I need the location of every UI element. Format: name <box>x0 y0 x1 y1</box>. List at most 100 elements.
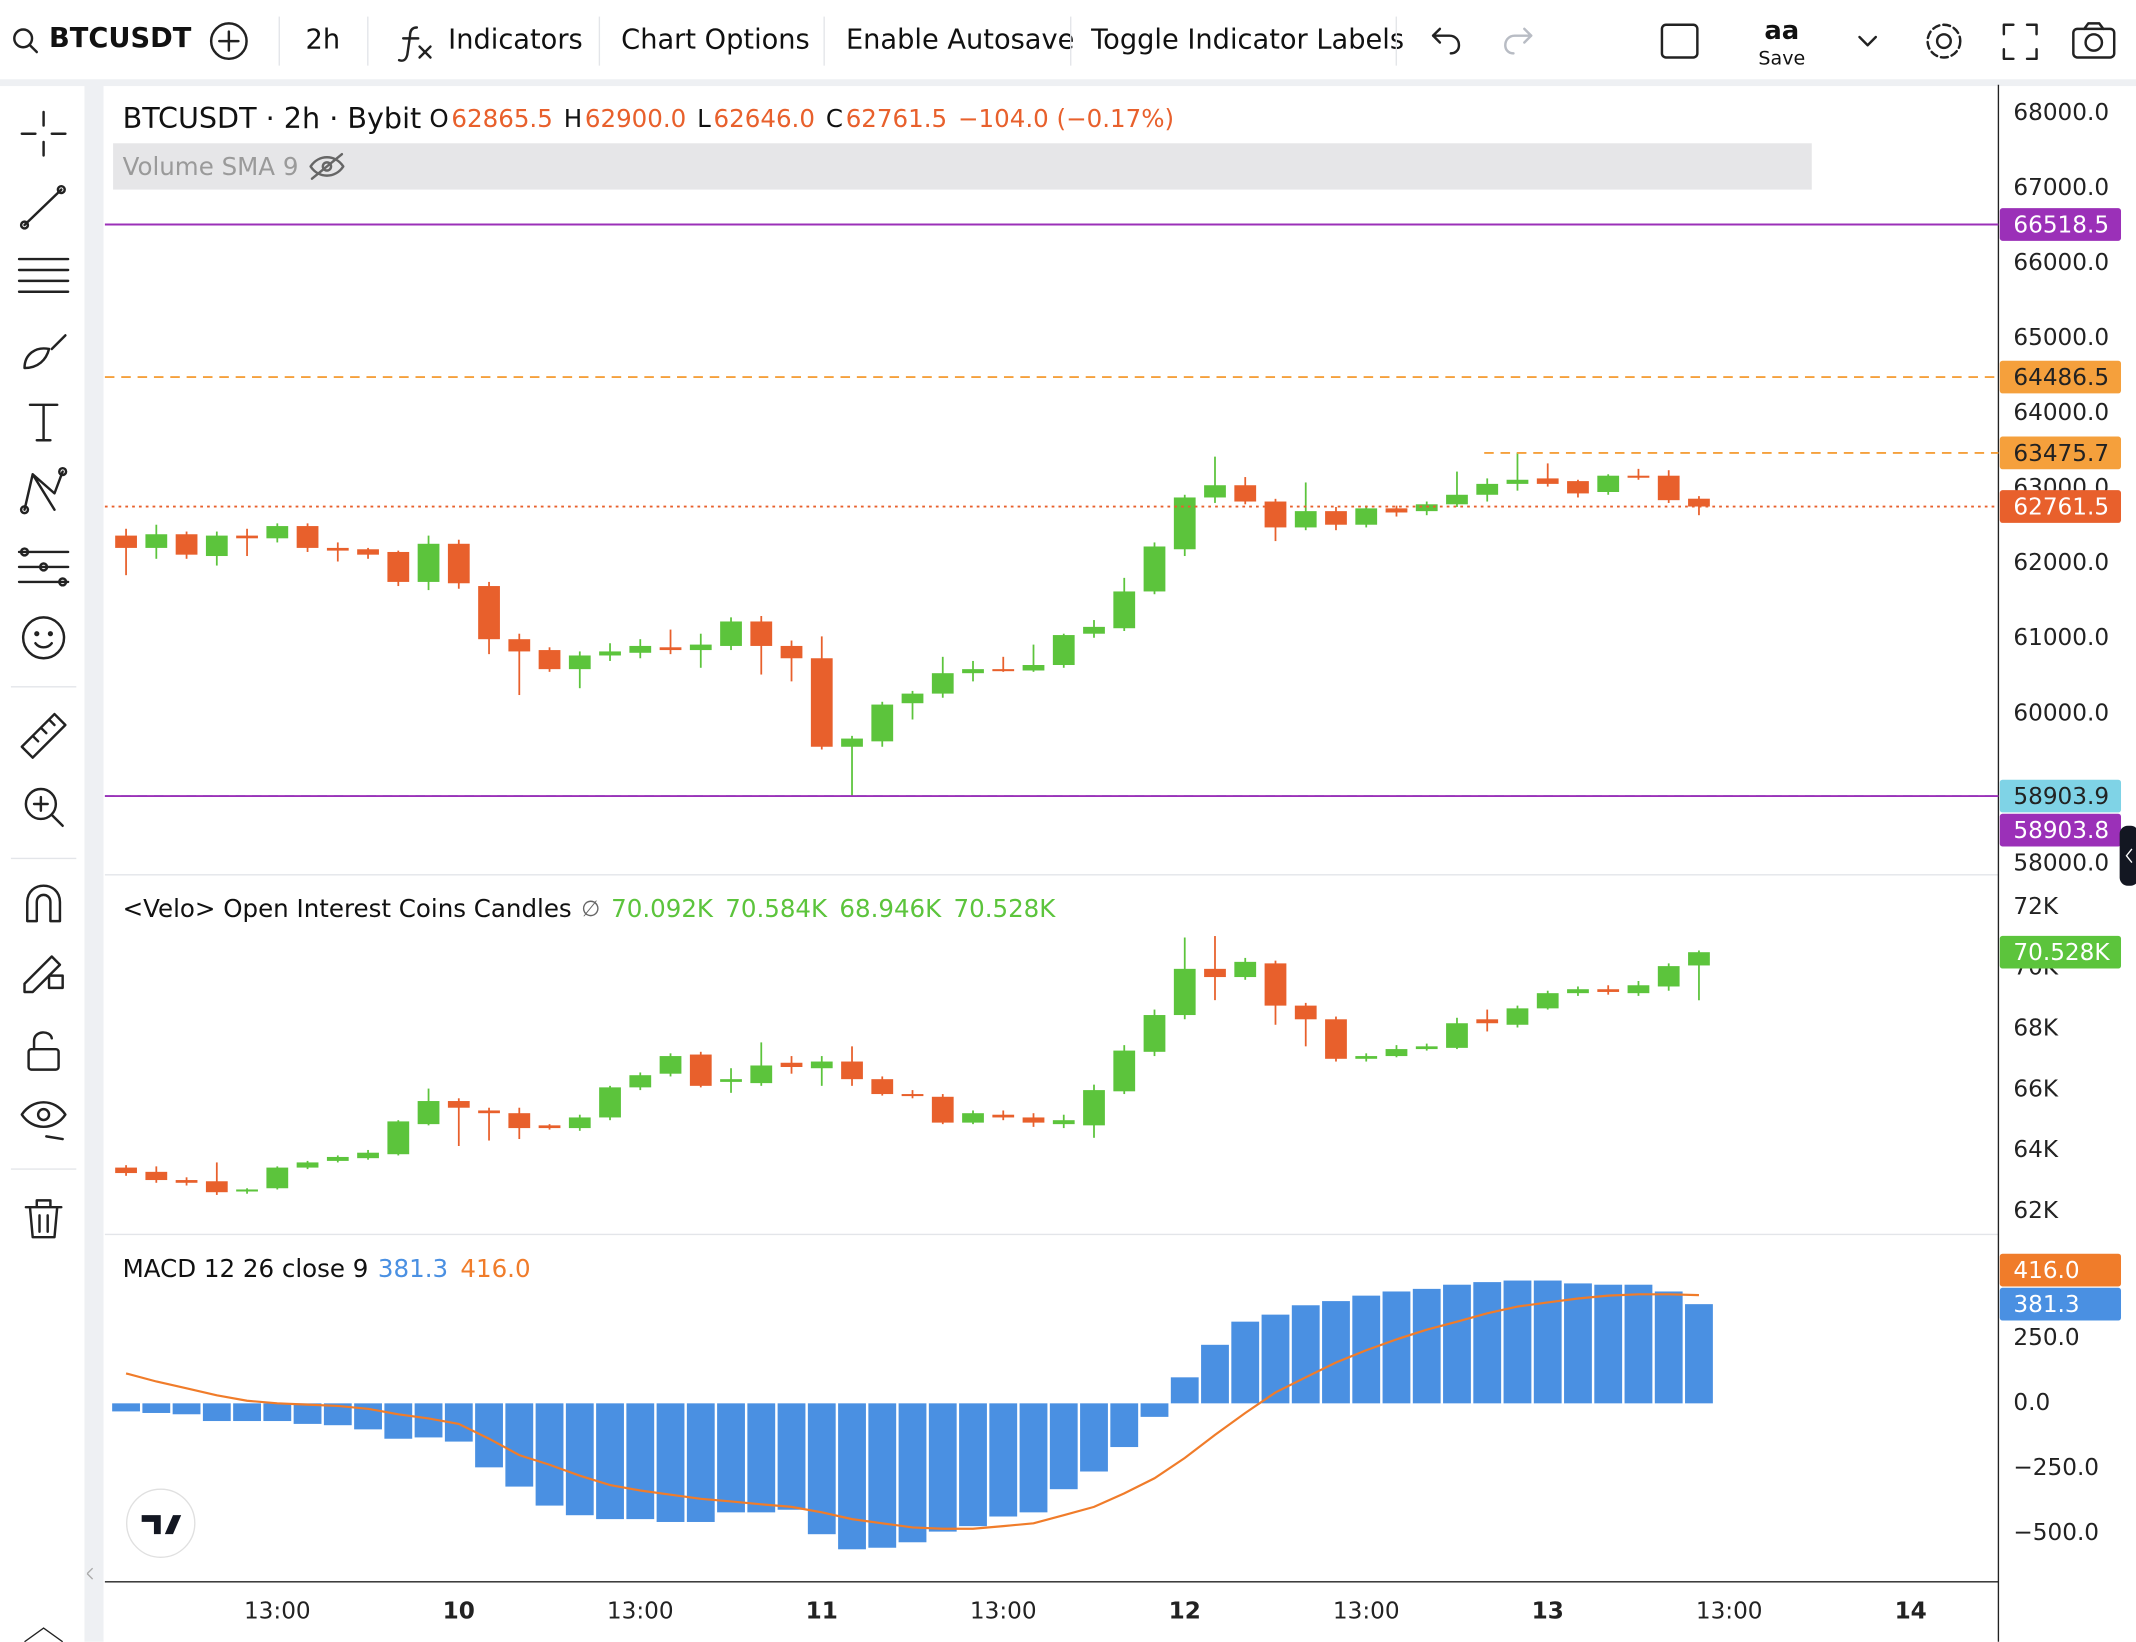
candle-body <box>508 1113 531 1129</box>
collapse-left[interactable] <box>86 1567 94 1580</box>
text-tool[interactable] <box>28 403 59 442</box>
zoom-tool[interactable] <box>50 813 64 827</box>
search-icon[interactable] <box>13 28 39 54</box>
delete-tool[interactable] <box>24 1199 63 1239</box>
redo[interactable] <box>1504 34 1533 55</box>
add-symbol[interactable] <box>209 22 248 61</box>
lines-tool[interactable] <box>17 257 70 293</box>
zoom-tool[interactable] <box>24 787 58 821</box>
trendline-tool[interactable] <box>23 188 63 227</box>
redo[interactable] <box>1523 27 1533 44</box>
measure-tool[interactable] <box>20 712 67 759</box>
layout-icon[interactable] <box>1660 23 1699 59</box>
visibility-tool[interactable] <box>20 1101 67 1141</box>
crosshair-tool[interactable] <box>20 110 67 157</box>
lock-drawing-tool[interactable] <box>23 955 62 994</box>
y-tick-label: 66000.0 <box>2013 250 2109 276</box>
candle-body <box>115 535 137 548</box>
scroll-up[interactable] <box>24 1627 64 1642</box>
emoji-tool[interactable] <box>21 616 66 660</box>
hide-volume[interactable] <box>310 152 344 180</box>
trendline-tool[interactable] <box>56 184 66 195</box>
undo[interactable] <box>1431 34 1461 55</box>
delete-tool[interactable] <box>24 1199 63 1239</box>
hide-volume[interactable] <box>321 161 333 172</box>
magnet-tool[interactable] <box>26 884 62 923</box>
emoji-tool[interactable] <box>21 616 66 660</box>
save-button[interactable]: Save <box>1758 47 1805 69</box>
candle-body <box>205 535 228 557</box>
prediction-tool[interactable] <box>38 562 49 572</box>
histogram-bar <box>656 1403 685 1522</box>
tradingview-logo[interactable] <box>126 1488 196 1558</box>
autosave-button[interactable]: Enable Autosave <box>846 25 1074 56</box>
tradingview-logo[interactable] <box>141 1515 182 1535</box>
brush-tool[interactable] <box>23 334 67 370</box>
collapse-handle[interactable] <box>2119 825 2136 886</box>
candle-body <box>992 669 1015 672</box>
crosshair-tool[interactable] <box>20 110 67 157</box>
y-tick-label: 64000.0 <box>2013 400 2109 426</box>
fx-icon[interactable] <box>418 45 432 59</box>
redo[interactable] <box>1504 27 1533 55</box>
undo[interactable] <box>1431 27 1461 55</box>
brush-tool[interactable] <box>23 334 67 370</box>
indicators-button[interactable]: Indicators <box>448 25 583 56</box>
add-symbol[interactable] <box>209 22 248 61</box>
emoji-tool[interactable] <box>47 631 53 637</box>
screenshot[interactable] <box>2072 22 2116 59</box>
screenshot[interactable] <box>2083 22 2105 31</box>
pattern-tool[interactable] <box>23 470 64 511</box>
layout-menu[interactable] <box>1858 35 1878 47</box>
prediction-tool[interactable] <box>17 547 70 587</box>
pattern-tool[interactable] <box>58 466 68 477</box>
hide-volume[interactable] <box>309 152 345 180</box>
visibility-tool[interactable] <box>20 1101 67 1129</box>
fullscreen[interactable] <box>2002 23 2038 61</box>
visibility-tool[interactable] <box>45 1135 64 1141</box>
candle-body <box>387 551 410 582</box>
undo[interactable] <box>1431 27 1442 44</box>
settings[interactable] <box>1926 23 1962 59</box>
measure-tool[interactable] <box>20 712 67 759</box>
text-tool[interactable] <box>28 403 59 442</box>
toggle-labels-button[interactable]: Toggle Indicator Labels <box>1090 25 1404 56</box>
settings[interactable] <box>1935 33 1952 50</box>
interval[interactable]: 2h <box>306 25 341 56</box>
fullscreen[interactable] <box>2002 23 2038 61</box>
lock-tool[interactable] <box>32 1031 53 1051</box>
lock-tool[interactable] <box>27 1047 60 1071</box>
symbol[interactable]: BTCUSDT <box>49 23 192 54</box>
pattern-tool[interactable] <box>19 505 30 515</box>
layout-name[interactable]: aa <box>1764 16 1799 46</box>
visibility-tool[interactable] <box>36 1107 51 1122</box>
magnet-tool[interactable] <box>26 884 62 923</box>
trendline-tool[interactable] <box>19 220 30 230</box>
emoji-tool[interactable] <box>34 642 53 649</box>
emoji-tool[interactable] <box>34 631 40 637</box>
lock-drawing-tool[interactable] <box>23 955 64 994</box>
candle-body <box>1567 481 1589 494</box>
lock-drawing-tool[interactable] <box>47 974 64 990</box>
tradingview-logo[interactable] <box>126 1488 196 1558</box>
search-icon[interactable] <box>28 43 39 54</box>
price-tag <box>1999 490 2122 523</box>
screenshot[interactable] <box>2084 33 2104 52</box>
plot-layer: 58000.060000.061000.062000.063000.064000… <box>104 100 2122 1624</box>
pattern-tool[interactable] <box>19 466 68 515</box>
settings[interactable] <box>1926 23 1962 59</box>
fx-icon[interactable] <box>397 26 432 62</box>
zoom-tool[interactable] <box>24 787 64 827</box>
lines-tool[interactable] <box>17 257 70 293</box>
prediction-tool[interactable] <box>58 577 68 587</box>
zoom-tool[interactable] <box>32 795 49 813</box>
trendline-tool[interactable] <box>19 184 66 230</box>
lock-tool[interactable] <box>27 1031 60 1071</box>
fx-icon[interactable] <box>397 26 419 62</box>
screenshot[interactable] <box>2072 27 2116 59</box>
chart-options-button[interactable]: Chart Options <box>621 25 810 56</box>
search-icon[interactable] <box>13 28 34 49</box>
prediction-tool[interactable] <box>19 547 30 557</box>
histogram-bar <box>1594 1284 1623 1404</box>
